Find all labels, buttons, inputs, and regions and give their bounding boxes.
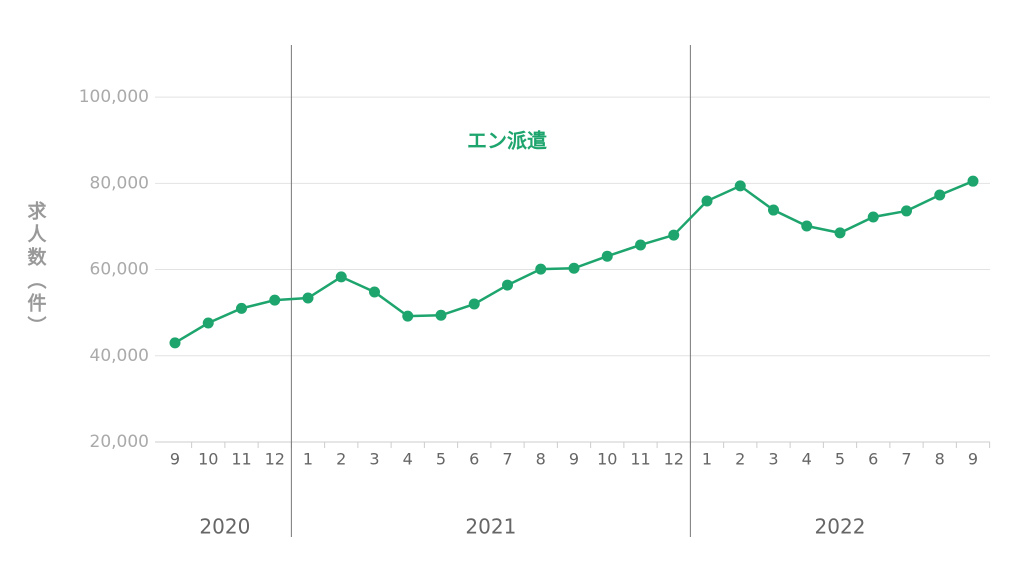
data-point <box>701 195 713 207</box>
x-tick-label: 9 <box>170 450 180 469</box>
data-point <box>502 279 513 291</box>
x-tick-label: 12 <box>265 450 285 469</box>
data-point <box>967 175 979 187</box>
data-point <box>734 180 746 192</box>
y-axis-label: 求人数（件） <box>25 200 47 339</box>
x-tick-label: 10 <box>597 450 617 469</box>
y-tick-label: 40,000 <box>90 346 149 366</box>
x-tick-label: 2 <box>336 450 346 469</box>
data-point <box>801 220 813 232</box>
data-point <box>169 337 181 349</box>
x-tick-label: 11 <box>231 450 251 469</box>
x-tick-label: 9 <box>968 450 978 469</box>
data-point <box>568 262 580 274</box>
data-point <box>269 294 281 306</box>
x-tick-label: 9 <box>569 450 579 469</box>
data-point <box>369 286 380 298</box>
year-label: 2020 <box>199 515 250 539</box>
data-point <box>635 239 646 251</box>
y-tick-label: 80,000 <box>90 173 149 193</box>
x-tick-label: 5 <box>436 450 446 469</box>
x-tick-label: 11 <box>630 450 650 469</box>
x-tick-label: 4 <box>403 450 413 469</box>
data-point <box>535 263 547 275</box>
data-point <box>934 189 946 201</box>
x-tick-label: 4 <box>802 450 812 469</box>
data-point <box>901 205 912 217</box>
data-point <box>668 229 680 241</box>
y-tick-label: 20,000 <box>90 432 149 452</box>
y-tick-label: 60,000 <box>90 260 149 280</box>
data-point <box>302 292 314 304</box>
x-tick-label: 6 <box>469 450 479 469</box>
x-tick-label: 5 <box>835 450 845 469</box>
y-tick-label: 100,000 <box>79 87 149 107</box>
data-point <box>601 250 613 262</box>
data-point <box>335 271 347 283</box>
x-tick-label: 10 <box>198 450 218 469</box>
x-tick-label: 1 <box>702 450 712 469</box>
year-label: 2022 <box>815 515 866 539</box>
x-tick-label: 3 <box>369 450 379 469</box>
data-point <box>768 204 779 216</box>
x-tick-label: 7 <box>502 450 512 469</box>
x-tick-label: 2 <box>735 450 745 469</box>
data-point <box>435 309 447 321</box>
data-point <box>236 302 247 314</box>
x-tick-label: 1 <box>303 450 313 469</box>
data-point <box>834 227 846 239</box>
x-tick-label: 12 <box>664 450 684 469</box>
series-name: エン派遣 <box>467 129 547 153</box>
x-tick-label: 3 <box>768 450 778 469</box>
x-tick-label: 7 <box>901 450 911 469</box>
year-label: 2021 <box>465 515 516 539</box>
x-tick-label: 8 <box>536 450 546 469</box>
data-point <box>867 211 879 223</box>
x-tick-label: 6 <box>868 450 878 469</box>
data-point <box>468 298 480 310</box>
x-tick-label: 8 <box>935 450 945 469</box>
data-point <box>202 317 214 329</box>
data-point <box>402 310 414 322</box>
series-line <box>174 180 974 344</box>
